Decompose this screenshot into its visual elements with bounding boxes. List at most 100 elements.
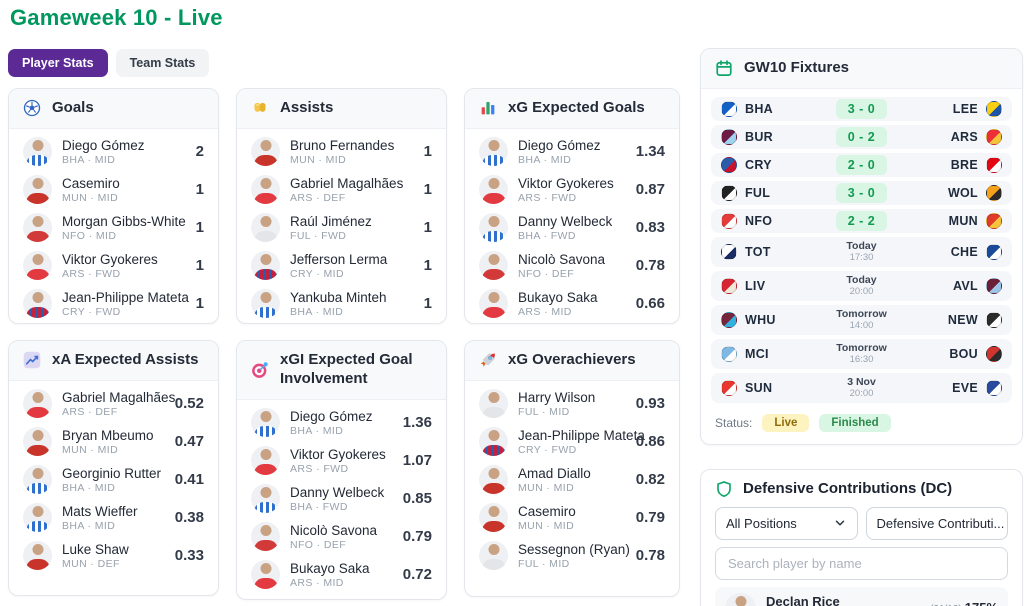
stat-panel-rows: Diego Gómez BHA · MID 1.36 Viktor Gyoker… (237, 400, 446, 598)
player-team-pos: ARS · FWD (62, 267, 121, 280)
player-row[interactable]: Diego Gómez BHA · MID 1.34 (465, 133, 679, 171)
stat-panel-xgi: xGI Expected Goal Involvement Diego Góme… (236, 340, 447, 600)
stat-value: 0.72 (402, 566, 432, 583)
player-name: Bukayo Saka (290, 560, 370, 576)
player-team-pos: FUL · MID (518, 405, 570, 418)
player-info: Luke Shaw MUN · DEF (62, 542, 129, 570)
fixture-home: BUR (721, 128, 813, 145)
player-info: Jean-Philippe Mateta CRY · FWD (518, 428, 645, 456)
player-info: Nicolò Savona NFO · DEF (290, 523, 377, 551)
player-row[interactable]: Jefferson Lerma CRY · MID 1 (237, 247, 446, 285)
player-avatar (251, 446, 280, 475)
stat-value: 1 (423, 257, 432, 275)
right-column: GW10 Fixtures BHA 3 - 0 LEE BUR 0 - 2 AR… (700, 48, 1023, 606)
stat-value: 1 (423, 181, 432, 199)
player-row[interactable]: Gabriel Magalhães ARS · DEF 1 (237, 171, 446, 209)
player-avatar (23, 389, 52, 419)
player-avatar (479, 389, 508, 419)
player-info: Gabriel Magalhães ARS · DEF (290, 176, 403, 204)
home-team-badge-icon (721, 277, 737, 294)
player-row[interactable]: Diego Gómez BHA · MID 1.36 (237, 404, 446, 442)
player-row[interactable]: Viktor Gyokeres ARS · FWD 0.87 (465, 171, 679, 209)
fixture-center: 3 - 0 (813, 182, 910, 203)
player-avatar (479, 503, 508, 533)
tab-player-stats[interactable]: Player Stats (8, 49, 108, 77)
stats-grid: Goals Diego Gómez BHA · MID 2 Casemiro M… (8, 88, 680, 600)
fixture-row: NFO 2 - 2 MUN (711, 208, 1012, 233)
player-row[interactable]: Bryan Mbeumo MUN · MID 0.47 (9, 423, 218, 461)
player-name: Casemiro (518, 503, 576, 519)
player-row[interactable]: Casemiro MUN · MID 0.79 (465, 499, 679, 537)
kickoff-time: Today 17:30 (846, 239, 877, 264)
player-row[interactable]: Amad Diallo MUN · MID 0.82 (465, 461, 679, 499)
player-info: Diego Gómez BHA · MID (62, 138, 145, 166)
stat-value: 0.86 (635, 433, 665, 451)
stat-panel-title: xGI Expected Goal Involvement (280, 351, 413, 387)
player-info: Jean-Philippe Mateta CRY · FWD (62, 290, 189, 318)
fixture-center: 3 - 0 (813, 98, 910, 119)
player-avatar (479, 465, 508, 495)
player-row[interactable]: Nicolò Savona NFO · DEF 0.79 (237, 518, 446, 556)
player-avatar (251, 560, 280, 589)
away-team-badge-icon (986, 128, 1002, 145)
fixture-home: WHU (721, 311, 813, 328)
player-name: Raúl Jiménez (290, 213, 372, 229)
player-row[interactable]: Morgan Gibbs-White NFO · MID 1 (9, 209, 218, 247)
player-row[interactable]: Yankuba Minteh BHA · MID 1 (237, 285, 446, 323)
player-team-pos: CRY · FWD (518, 443, 577, 456)
stat-value: 1 (423, 295, 432, 313)
player-row[interactable]: Bukayo Saka ARS · MID 0.72 (237, 556, 446, 594)
player-row[interactable]: Viktor Gyokeres ARS · FWD 1 (9, 247, 218, 285)
defensive-contributions-panel: Defensive Contributions (DC) All Positio… (700, 468, 1023, 606)
fixture-center: 2 - 0 (813, 154, 910, 175)
player-row[interactable]: Danny Welbeck BHA · FWD 0.85 (237, 480, 446, 518)
player-avatar (23, 289, 52, 319)
fixture-row: BHA 3 - 0 LEE (711, 96, 1012, 121)
away-team-abbr: BRE (950, 157, 978, 172)
player-row[interactable]: Viktor Gyokeres ARS · FWD 1.07 (237, 442, 446, 480)
stat-value: 1 (195, 181, 204, 199)
status-badge-finished: Finished (819, 413, 891, 432)
fixture-away: CHE (910, 243, 1002, 260)
player-row[interactable]: Bruno Fernandes MUN · MID 1 (237, 133, 446, 171)
stat-value: 1 (195, 257, 204, 275)
stat-panel-header: Assists (237, 89, 446, 129)
player-row[interactable]: Danny Welbeck BHA · FWD 0.83 (465, 209, 679, 247)
away-team-badge-icon (986, 243, 1002, 260)
player-row[interactable]: Jean-Philippe Mateta CRY · FWD 0.86 (465, 423, 679, 461)
player-row[interactable]: Gabriel Magalhães ARS · DEF 0.52 (9, 385, 218, 423)
player-team-pos: NFO · DEF (518, 267, 575, 280)
stat-value: 0.33 (174, 547, 204, 565)
score-badge: 0 - 2 (835, 126, 888, 147)
player-row[interactable]: Jean-Philippe Mateta CRY · FWD 1 (9, 285, 218, 323)
stat-value: 0.82 (635, 471, 665, 489)
player-row[interactable]: Casemiro MUN · MID 1 (9, 171, 218, 209)
position-filter-select[interactable]: All Positions (715, 506, 858, 540)
player-row[interactable]: Diego Gómez BHA · MID 2 (9, 133, 218, 171)
player-name: Casemiro (62, 175, 120, 191)
fixture-away: EVE (910, 379, 1002, 396)
player-avatar (479, 137, 508, 167)
player-name: Nicolò Savona (518, 251, 606, 267)
player-row[interactable]: Harry Wilson FUL · MID 0.93 (465, 385, 679, 423)
player-row[interactable]: Nicolò Savona NFO · DEF 0.78 (465, 247, 679, 285)
player-info: Bruno Fernandes MUN · MID (290, 138, 394, 166)
fixtures-list: BHA 3 - 0 LEE BUR 0 - 2 ARS CRY 2 - 0 BR… (701, 89, 1022, 403)
metric-filter-select[interactable]: Defensive Contributi... (865, 506, 1008, 540)
player-avatar (251, 484, 280, 513)
stat-value: 0.38 (174, 509, 204, 527)
player-row[interactable]: Bukayo Saka ARS · MID 0.66 (465, 285, 679, 323)
player-row[interactable]: Sessegnon (Ryan) FUL · MID 0.78 (465, 537, 679, 575)
player-row[interactable]: Mats Wieffer BHA · MID 0.38 (9, 499, 218, 537)
player-info: Diego Gómez BHA · MID (518, 138, 601, 166)
player-team-pos: BHA · MID (62, 519, 116, 532)
player-info: Sessegnon (Ryan) FUL · MID (518, 542, 630, 570)
tab-team-stats[interactable]: Team Stats (115, 49, 210, 77)
player-row[interactable]: Raúl Jiménez FUL · FWD 1 (237, 209, 446, 247)
dc-player-row[interactable]: Declan Rice ARS · MID (21/12)175% (715, 586, 1008, 606)
stat-value: 0.78 (635, 547, 665, 565)
player-row[interactable]: Georginio Rutter BHA · MID 0.41 (9, 461, 218, 499)
player-row[interactable]: Luke Shaw MUN · DEF 0.33 (9, 537, 218, 575)
player-name: Danny Welbeck (290, 484, 385, 500)
player-search-input[interactable] (715, 546, 1008, 580)
